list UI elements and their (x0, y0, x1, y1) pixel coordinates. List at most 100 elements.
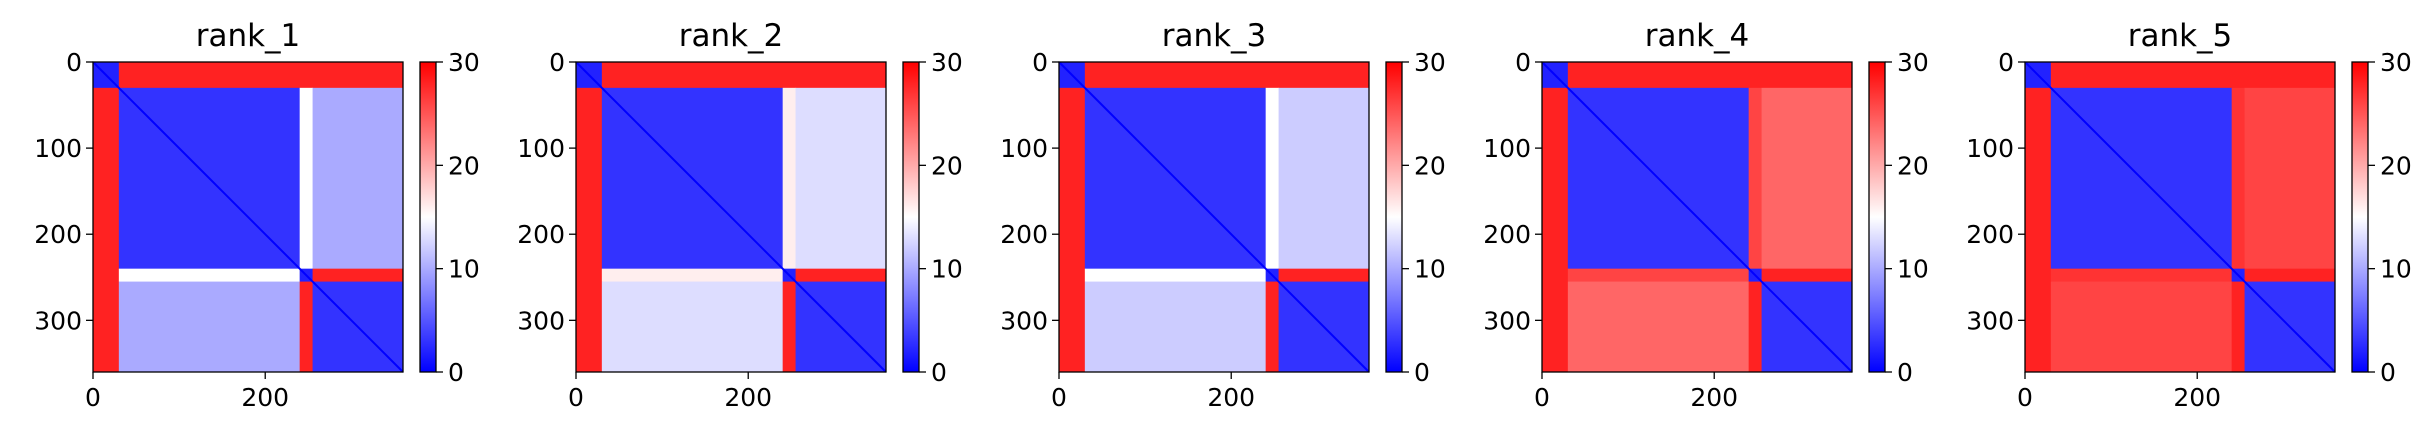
heatmap-block-1-2 (782, 87, 797, 270)
colorbar-tick-label: 10 (1414, 255, 1446, 284)
colorbar-tick-label: 20 (2380, 151, 2412, 180)
y-tick-label: 0 (1032, 48, 1048, 77)
heatmap-block-0-2 (2231, 62, 2246, 89)
heatmap-block-1-0 (2025, 87, 2052, 270)
heatmap-block-3-2 (299, 281, 314, 373)
heatmap-block-1-3 (2244, 87, 2336, 270)
colorbar-tick-label: 30 (931, 48, 963, 77)
y-tick-label: 300 (1000, 306, 1048, 335)
y-tick-label: 200 (1966, 220, 2014, 249)
heatmap-block-2-1 (1567, 268, 1750, 283)
heatmap-block-2-1 (1084, 268, 1267, 283)
heatmap-block-0-1 (1567, 62, 1750, 89)
heatmap-block-0-2 (1265, 62, 1280, 89)
panel-title: rank_2 (679, 18, 784, 54)
heatmap-block-2-1 (118, 268, 301, 283)
heatmap-cells (576, 62, 887, 373)
y-tick-label: 0 (1515, 48, 1531, 77)
x-tick-label: 0 (2017, 383, 2033, 412)
heatmap-block-0-3 (1761, 62, 1853, 89)
heatmap-block-3-0 (1059, 281, 1086, 373)
colorbar (420, 62, 436, 372)
colorbar-tick-label: 0 (1897, 358, 1913, 387)
x-tick-label: 200 (241, 383, 289, 412)
y-tick-label: 100 (1966, 134, 2014, 163)
heatmap-panel-3: rank_3 0 100 200 300 0 200 0 10 20 30 (1000, 18, 1446, 412)
colorbar-tick-label: 10 (448, 255, 480, 284)
colorbar-tick-label: 20 (448, 151, 480, 180)
colorbar (903, 62, 919, 372)
y-tick-label: 200 (1483, 220, 1531, 249)
heatmap-block-0-3 (795, 62, 887, 89)
heatmap-panel-1: rank_1 0 100 200 300 0 200 0 10 20 30 (34, 18, 480, 412)
panel-title: rank_1 (196, 18, 301, 54)
colorbar-tick-label: 0 (2380, 358, 2396, 387)
heatmap-block-2-1 (601, 268, 784, 283)
x-tick-label: 200 (1690, 383, 1738, 412)
colorbar-frame (419, 61, 437, 373)
panel-title: rank_5 (2128, 18, 2233, 54)
colorbar-frame (2351, 61, 2369, 373)
colorbar-tick-label: 10 (2380, 255, 2412, 284)
heatmap-block-1-3 (795, 87, 887, 270)
heatmap-block-1-2 (1265, 87, 1280, 270)
colorbar (2352, 62, 2368, 372)
colorbar-frame (1868, 61, 1886, 373)
heatmap-block-2-3 (2244, 268, 2336, 283)
x-tick-label: 0 (85, 383, 101, 412)
panel-title: rank_4 (1645, 18, 1750, 54)
heatmap-block-3-2 (1748, 281, 1763, 373)
heatmap-block-1-2 (1748, 87, 1763, 270)
colorbar-frame (1385, 61, 1403, 373)
colorbar-tick-label: 10 (931, 255, 963, 284)
plot-frame (1541, 61, 1853, 373)
heatmap-block-0-1 (601, 62, 784, 89)
heatmap-block-2-3 (795, 268, 887, 283)
heatmap-block-2-0 (576, 268, 603, 283)
heatmap-block-0-3 (312, 62, 404, 89)
y-tick-label: 300 (1483, 306, 1531, 335)
colorbar-tick-label: 30 (1414, 48, 1446, 77)
heatmap-block-1-3 (312, 87, 404, 270)
x-tick-label: 200 (2173, 383, 2221, 412)
heatmap-block-0-2 (299, 62, 314, 89)
panel-title: rank_3 (1162, 18, 1267, 54)
heatmap-block-3-0 (576, 281, 603, 373)
y-tick-label: 100 (1000, 134, 1048, 163)
y-tick-label: 100 (34, 134, 82, 163)
x-tick-label: 200 (724, 383, 772, 412)
heatmap-block-1-3 (1278, 87, 1370, 270)
heatmap-block-3-0 (2025, 281, 2052, 373)
colorbar-tick-label: 0 (1414, 358, 1430, 387)
heatmap-panel-4: rank_4 0 100 200 300 0 200 0 10 20 30 (1483, 18, 1929, 412)
heatmap-block-3-0 (1542, 281, 1569, 373)
heatmap-block-3-2 (1265, 281, 1280, 373)
heatmap-block-3-1 (601, 281, 784, 373)
colorbar-tick-label: 20 (931, 151, 963, 180)
diagonal-line (575, 61, 887, 373)
colorbar-tick-label: 0 (931, 358, 947, 387)
colorbar-tick-label: 30 (448, 48, 480, 77)
heatmap-block-0-3 (1278, 62, 1370, 89)
colorbar-tick-label: 0 (448, 358, 464, 387)
colorbar-tick-label: 20 (1897, 151, 1929, 180)
heatmap-block-3-1 (1084, 281, 1267, 373)
heatmap-block-0-2 (1748, 62, 1763, 89)
x-tick-label: 0 (568, 383, 584, 412)
colorbar-tick-label: 30 (2380, 48, 2412, 77)
heatmap-block-2-0 (2025, 268, 2052, 283)
colorbar-tick-label: 30 (1897, 48, 1929, 77)
plot-frame (1058, 61, 1370, 373)
diagonal-line (2024, 61, 2336, 373)
heatmap-block-0-3 (2244, 62, 2336, 89)
heatmap-block-2-3 (312, 268, 404, 283)
y-tick-label: 0 (549, 48, 565, 77)
colorbar-frame (902, 61, 920, 373)
heatmap-block-3-2 (782, 281, 797, 373)
heatmap-block-3-1 (2050, 281, 2233, 373)
heatmap-block-2-3 (1278, 268, 1370, 283)
colorbar (1386, 62, 1402, 372)
heatmap-block-2-0 (93, 268, 120, 283)
heatmap-panel-5: rank_5 0 100 200 300 0 200 0 10 20 30 (1966, 18, 2412, 412)
